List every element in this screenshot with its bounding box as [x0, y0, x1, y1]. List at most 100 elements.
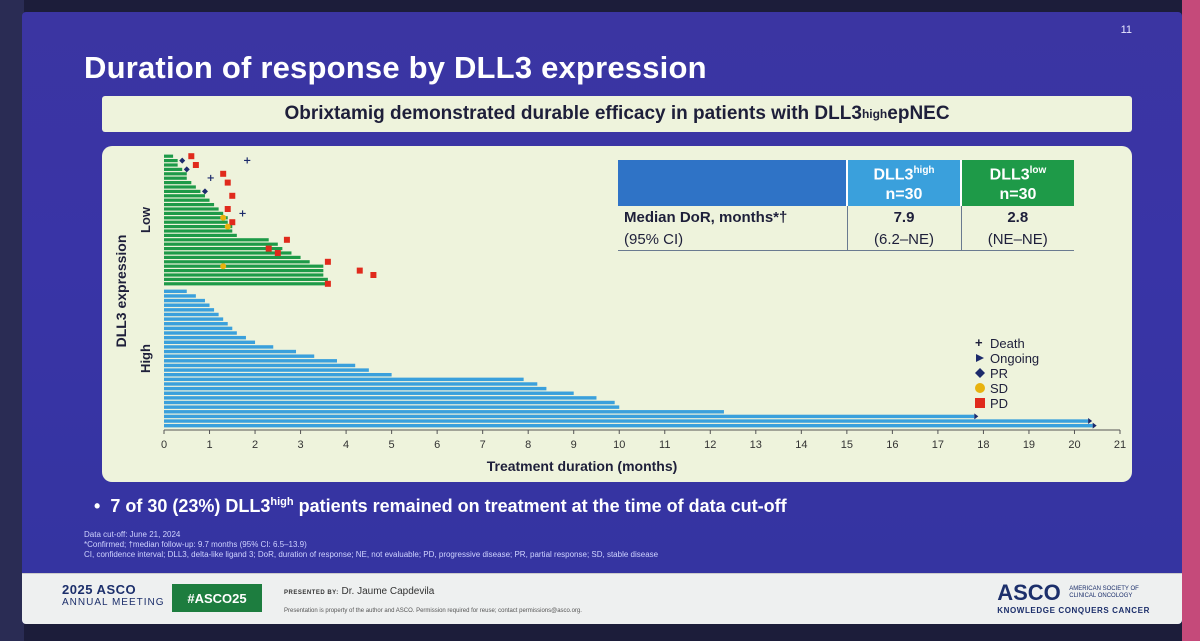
x-tick-label: 14: [795, 439, 807, 451]
slide-number: 11: [1120, 24, 1132, 36]
subtitle-main: Obrixtamig demonstrated durable efficacy…: [284, 103, 862, 124]
slide: 11 Duration of response by DLL3 expressi…: [22, 12, 1182, 624]
x-tick-label: 2: [252, 439, 258, 451]
high-bar: [164, 377, 524, 382]
low-bar: [164, 220, 228, 224]
high-bar: [164, 289, 187, 294]
pd-marker: [265, 245, 272, 252]
subtitle-box: Obrixtamig demonstrated durable efficacy…: [102, 96, 1132, 132]
x-tick-label: 4: [343, 439, 349, 451]
low-bar: [164, 159, 178, 163]
high-bar: [164, 354, 315, 358]
header-low-sup: low: [1029, 164, 1047, 176]
table-header-high: DLL3high n=30: [846, 160, 961, 206]
low-bar: [164, 269, 324, 273]
sd-marker: [220, 214, 227, 221]
high-bar: [164, 349, 297, 354]
pr-marker: [201, 188, 208, 195]
ongoing-arrow: [974, 413, 979, 420]
ongoing-arrow: [1088, 418, 1093, 425]
low-bar: [164, 181, 192, 185]
pd-marker: [356, 267, 363, 274]
low-bar: [164, 185, 196, 189]
x-tick-label: 8: [525, 439, 531, 451]
high-bar: [164, 340, 256, 344]
presenter-line: PRESENTED BY: Dr. Jaume Capdevila: [284, 586, 434, 597]
legend-pr-icon: [975, 368, 985, 378]
x-tick-label: 21: [1114, 439, 1126, 451]
table-header-blank: [618, 160, 847, 206]
row-median-high: 7.9: [846, 206, 961, 228]
low-bar: [164, 273, 324, 277]
x-tick-label: 15: [841, 439, 853, 451]
asco-tagline: KNOWLEDGE CONQUERS CANCER: [997, 606, 1150, 615]
x-tick-label: 11: [659, 439, 670, 451]
low-bar: [164, 251, 292, 255]
low-bar: [164, 264, 324, 268]
death-marker: +: [243, 156, 251, 167]
header-high-n: n=30: [885, 186, 923, 204]
footnote-3: CI, confidence interval; DLL3, delta-lik…: [84, 550, 659, 559]
hashtag-badge: #ASCO25: [172, 584, 262, 612]
high-bar: [164, 373, 392, 377]
low-bar: [164, 203, 215, 207]
footer-year-asco: 2025 ASCO: [62, 582, 137, 597]
low-bar: [164, 229, 233, 233]
low-bar: [164, 207, 219, 211]
low-bar: [164, 189, 201, 193]
legend-sd-icon: [975, 383, 985, 393]
sd-marker: [224, 223, 231, 230]
subtitle-tail: epNEC: [887, 103, 950, 124]
low-bar: [164, 176, 187, 180]
x-tick-label: 19: [1023, 439, 1035, 451]
x-tick-label: 12: [704, 439, 716, 451]
footnote-1: Data cut-off: June 21, 2024: [84, 530, 181, 539]
high-bar: [164, 382, 538, 386]
ongoing-arrow: [1092, 422, 1097, 429]
x-tick-label: 3: [298, 439, 304, 451]
x-tick-label: 6: [434, 439, 440, 451]
legend-pd-label: PD: [990, 396, 1008, 411]
row-ci-high: (6.2–NE): [846, 228, 961, 251]
pd-marker: [324, 258, 331, 265]
high-bar: [164, 326, 233, 331]
bullet-sup: high: [270, 496, 294, 508]
footnote-2: *Confirmed; †median follow-up: 9.7 month…: [84, 540, 307, 549]
header-high-sup: high: [913, 164, 935, 176]
table-header-low: DLL3low n=30: [960, 160, 1074, 206]
low-bar: [164, 238, 269, 242]
footer: 2025 ASCO ANNUAL MEETING #ASCO25 PRESENT…: [22, 573, 1182, 624]
high-bar: [164, 410, 724, 414]
pd-marker: [224, 206, 231, 212]
pd-marker: [370, 272, 377, 278]
high-bar: [164, 359, 337, 363]
y-axis-title: DLL3 expression: [113, 235, 129, 348]
pr-marker: [179, 157, 186, 164]
high-bar: [164, 368, 369, 372]
dor-table: DLL3high n=30 DLL3low n=30 Median DoR, m…: [618, 160, 1074, 251]
x-tick-label: 10: [613, 439, 625, 451]
row-median-low: 2.8: [960, 206, 1074, 228]
legend-death-icon: +: [975, 335, 983, 350]
legend-ongoing-label: Ongoing: [990, 351, 1039, 366]
low-bar: [164, 198, 210, 202]
legend-pd-icon: [975, 398, 985, 408]
high-bar: [164, 405, 620, 409]
pd-marker: [274, 250, 281, 256]
row-ci-low: (NE–NE): [960, 228, 1074, 251]
low-bar: [164, 194, 205, 198]
high-bar: [164, 312, 219, 317]
x-tick-label: 13: [750, 439, 762, 451]
legend-pr-label: PR: [990, 366, 1008, 381]
presenter-name: Dr. Jaume Capdevila: [341, 586, 435, 597]
low-bar: [164, 255, 301, 259]
x-tick-label: 17: [932, 439, 944, 451]
x-tick-label: 5: [389, 439, 395, 451]
low-bar: [164, 167, 183, 171]
low-bar: [164, 211, 224, 215]
header-high-label: DLL3: [873, 166, 914, 184]
asco-annual-meeting-logo: 2025 ASCO ANNUAL MEETING: [62, 582, 165, 608]
high-bar: [164, 414, 975, 419]
high-bar: [164, 363, 356, 368]
x-tick-label: 9: [571, 439, 577, 451]
